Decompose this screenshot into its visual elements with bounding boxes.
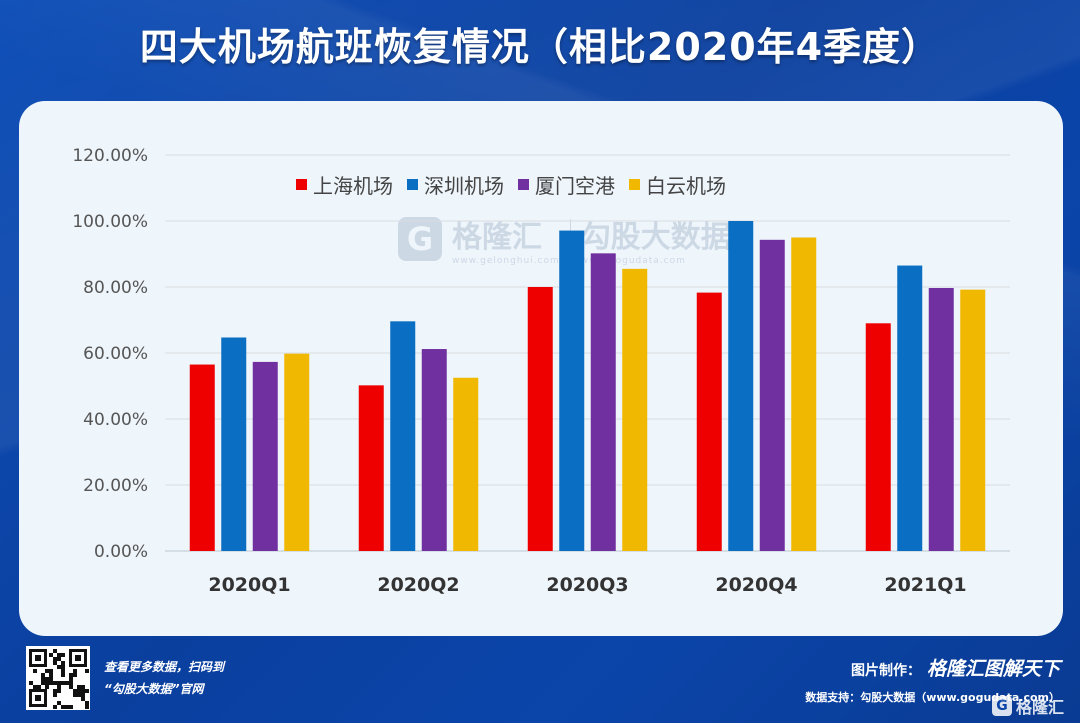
x-tick-label: 2021Q1 — [884, 574, 966, 596]
bar-2020Q2-2 — [421, 349, 447, 551]
corner-watermark: G 格隆汇 — [991, 694, 1064, 718]
bar-2020Q3-3 — [622, 268, 648, 551]
watermark: G 格隆汇 www.gelonghui.com 勾股大数据 www.goguda… — [398, 212, 731, 266]
y-tick-label: 60.00% — [83, 344, 148, 364]
watermark-brand-2: 勾股大数据 — [580, 220, 731, 255]
legend-item: 上海机场 — [296, 170, 393, 199]
promo-line-2: “勾股大数据”官网 — [104, 682, 204, 696]
legend-swatch — [518, 179, 529, 190]
corner-logo-icon: G — [991, 696, 1012, 716]
legend-label: 上海机场 — [313, 174, 393, 198]
footer-promo: 查看更多数据，扫码到 “勾股大数据”官网 — [26, 646, 224, 710]
legend-item: 白云机场 — [629, 170, 726, 199]
y-tick-label: 20.00% — [83, 476, 148, 496]
legend-label: 白云机场 — [646, 174, 726, 198]
legend-label: 厦门空港 — [535, 174, 615, 198]
y-tick-label: 40.00% — [83, 410, 148, 430]
gelonghui-logo-icon: G — [398, 217, 442, 261]
credit-brand: 格隆汇图解天下 — [926, 658, 1060, 680]
bar-2020Q3-0 — [527, 287, 553, 551]
bar-2020Q4-0 — [696, 292, 722, 551]
credit-label: 图片制作： — [850, 663, 921, 679]
x-tick-label: 2020Q1 — [208, 574, 290, 596]
legend-item: 厦门空港 — [518, 170, 615, 199]
legend-swatch — [629, 179, 640, 190]
bar-2020Q1-1 — [221, 337, 247, 551]
x-tick-label: 2020Q2 — [377, 574, 459, 596]
watermark-url-1: www.gelonghui.com — [452, 256, 560, 266]
bar-2020Q1-3 — [284, 353, 310, 551]
bar-2020Q2-3 — [453, 377, 479, 551]
bar-2020Q1-0 — [189, 364, 215, 551]
bar-2020Q4-1 — [728, 221, 754, 551]
x-tick-label: 2020Q4 — [715, 574, 797, 596]
bar-2021Q1-0 — [865, 323, 891, 551]
bar-2020Q3-2 — [590, 253, 616, 551]
corner-brand: 格隆汇 — [1015, 698, 1064, 717]
bar-2021Q1-3 — [960, 289, 986, 551]
legend-swatch — [296, 179, 307, 190]
promo-line-1: 查看更多数据，扫码到 — [104, 660, 225, 674]
y-tick-label: 100.00% — [72, 212, 148, 232]
bar-2020Q1-2 — [252, 361, 278, 551]
y-tick-label: 120.00% — [72, 146, 148, 166]
bar-2020Q2-1 — [390, 321, 416, 551]
legend-label: 深圳机场 — [424, 174, 504, 198]
watermark-brand-1: 格隆汇 — [452, 220, 542, 255]
legend-item: 深圳机场 — [407, 170, 504, 199]
x-tick-label: 2020Q3 — [546, 574, 628, 596]
chart-legend: 上海机场 深圳机场 厦门空港 白云机场 — [296, 170, 726, 199]
y-tick-label: 0.00% — [94, 542, 148, 562]
y-tick-label: 80.00% — [83, 278, 148, 298]
bar-2021Q1-1 — [897, 265, 923, 551]
watermark-url-2: www.gogudata.com — [580, 256, 686, 266]
page-title: 四大机场航班恢复情况（相比2020年4季度） — [139, 25, 941, 69]
bar-2020Q4-2 — [759, 239, 785, 551]
bar-2020Q2-0 — [358, 385, 384, 551]
bar-2020Q3-1 — [559, 230, 585, 551]
bar-2021Q1-2 — [928, 287, 954, 551]
bar-2020Q4-3 — [791, 237, 817, 551]
qr-code-icon[interactable] — [26, 646, 90, 710]
footer-credits: 图片制作： 格隆汇图解天下 数据支持：勾股大数据（www.gogudata.com… — [805, 654, 1060, 705]
legend-swatch — [407, 179, 418, 190]
